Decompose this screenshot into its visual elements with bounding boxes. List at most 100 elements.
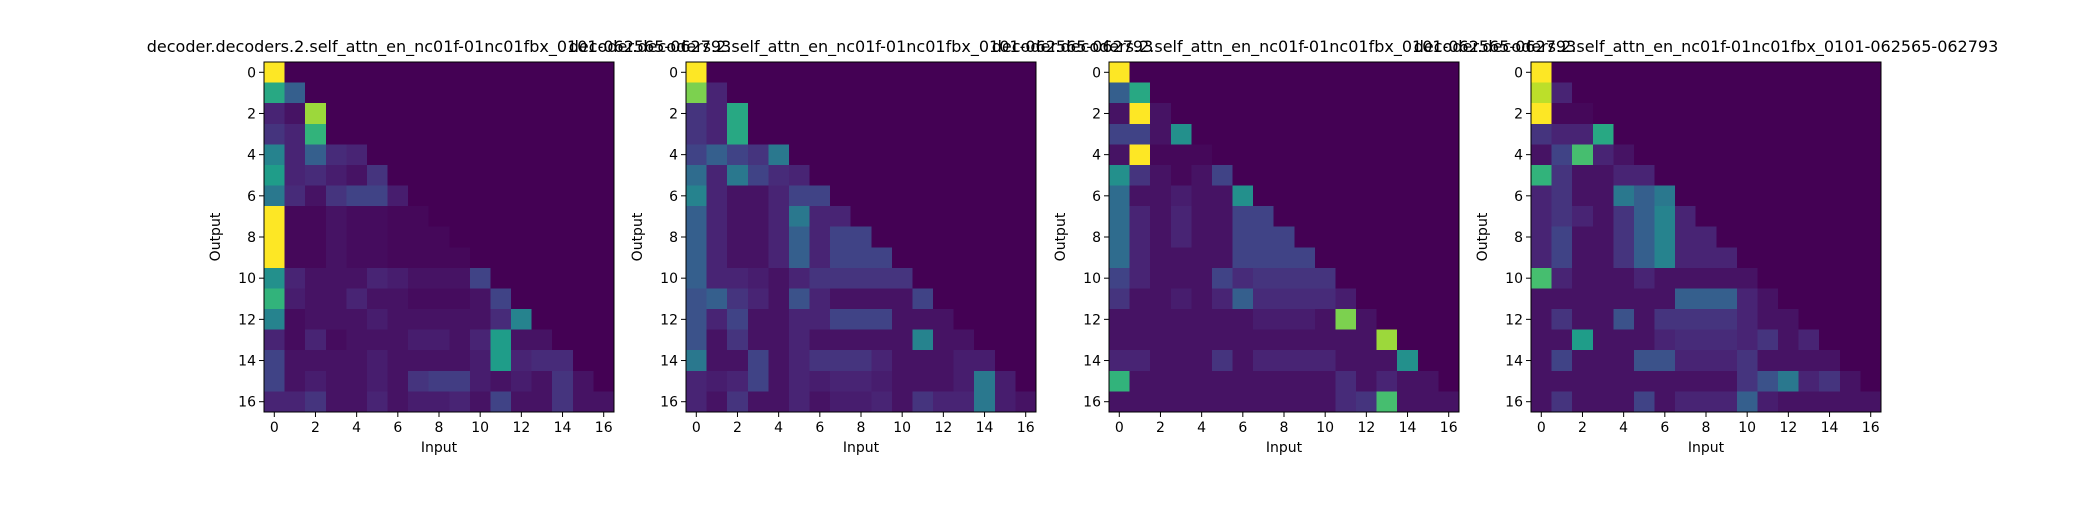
heatmap-cell xyxy=(572,164,595,187)
heatmap-cell xyxy=(974,185,996,207)
heatmap-cell xyxy=(974,329,996,351)
heatmap-cell xyxy=(953,226,975,248)
heatmap-cell xyxy=(1860,370,1882,393)
heatmap-cell xyxy=(284,267,306,290)
heatmap-cell xyxy=(1572,247,1594,269)
heatmap-cell xyxy=(511,206,533,228)
heatmap-cell xyxy=(531,391,553,413)
x-tick-label: 4 xyxy=(352,420,361,436)
heatmap-cell xyxy=(727,391,749,413)
heatmap-cell xyxy=(572,370,595,393)
heatmap-cell xyxy=(1397,288,1419,310)
heatmap-cell xyxy=(788,370,811,393)
heatmap-cell xyxy=(1531,103,1553,125)
heatmap-cell xyxy=(1015,288,1037,310)
heatmap-cell xyxy=(1613,185,1635,207)
y-tick-label: 4 xyxy=(247,148,256,164)
heatmap-cell xyxy=(572,123,595,145)
x-tick-label: 10 xyxy=(471,420,489,436)
heatmap-cell xyxy=(1109,329,1131,351)
heatmap-cell xyxy=(1531,62,1553,84)
heatmap-cell xyxy=(686,226,708,248)
heatmap-cell xyxy=(1716,267,1738,290)
heatmap-cell xyxy=(1860,247,1882,269)
heatmap-cell xyxy=(1232,164,1254,187)
heatmap-cell xyxy=(346,123,368,145)
heatmap-cell xyxy=(871,164,893,187)
heatmap-cell xyxy=(1129,62,1151,84)
heatmap-cell xyxy=(1273,309,1295,331)
heatmap-cell xyxy=(912,185,934,207)
heatmap-cell xyxy=(572,82,595,104)
heatmap-cell xyxy=(1109,226,1131,248)
heatmap-cell xyxy=(469,309,492,331)
heatmap-cell xyxy=(706,206,728,228)
heatmap-cell xyxy=(809,144,831,166)
heatmap-cell xyxy=(809,370,831,393)
heatmap-cell xyxy=(933,185,955,207)
heatmap-cell xyxy=(809,185,831,207)
heatmap-cell xyxy=(490,309,512,331)
heatmap-panel-2: 0 2 4 6 8 10 12 14 16 0 2 4 6 8 10 12 14 16 Input Output dec… xyxy=(569,37,1154,456)
heatmap-cell xyxy=(933,247,955,269)
heatmap-cell xyxy=(1438,82,1460,104)
heatmap-cell xyxy=(891,288,914,310)
heatmap-cells xyxy=(264,62,615,413)
heatmap-cell xyxy=(1654,370,1676,393)
heatmap-cell xyxy=(1798,103,1820,125)
heatmap-cell xyxy=(912,288,934,310)
heatmap-cell xyxy=(1438,350,1460,372)
x-tick-label: 8 xyxy=(435,420,444,436)
heatmap-cell xyxy=(449,82,471,104)
heatmap-cell xyxy=(366,288,389,310)
heatmap-cell xyxy=(1592,103,1614,125)
heatmap-cell xyxy=(1716,247,1738,269)
heatmap-cell xyxy=(469,164,492,187)
heatmap-cell xyxy=(305,123,327,145)
heatmap-cell xyxy=(706,329,728,351)
heatmap-cell xyxy=(1211,62,1234,84)
heatmap-cell xyxy=(994,370,1017,393)
heatmap-cell xyxy=(1798,62,1820,84)
heatmap-cell xyxy=(994,82,1017,104)
heatmap-cell xyxy=(850,62,872,84)
heatmap-cell xyxy=(747,82,769,104)
heatmap-cell xyxy=(305,62,327,84)
heatmap-cell xyxy=(706,309,728,331)
heatmap-cell xyxy=(953,267,975,290)
heatmap-cell xyxy=(593,267,615,290)
heatmap-cell xyxy=(974,164,996,187)
x-tick-label: 12 xyxy=(512,420,530,436)
heatmap-cell xyxy=(1592,370,1614,393)
heatmap-cell xyxy=(1253,206,1275,228)
heatmap-cell xyxy=(408,288,430,310)
heatmap-cell xyxy=(1109,267,1131,290)
heatmap-cell xyxy=(1417,391,1440,413)
heatmap-cell xyxy=(428,164,450,187)
heatmap-cell xyxy=(1314,267,1337,290)
heatmap-cell xyxy=(850,226,872,248)
y-tick-label: 12 xyxy=(238,312,256,328)
heatmap-cell xyxy=(1778,267,1800,290)
heatmap-cell xyxy=(686,391,708,413)
heatmap-cell xyxy=(511,144,533,166)
heatmap-cell xyxy=(1757,267,1779,290)
heatmap-cell xyxy=(552,82,574,104)
heatmap-cell xyxy=(531,62,553,84)
heatmap-cell xyxy=(1109,185,1131,207)
heatmap-cell xyxy=(449,350,471,372)
heatmap-cell xyxy=(1819,288,1841,310)
heatmap-cell xyxy=(974,62,996,84)
heatmap-cell xyxy=(994,309,1017,331)
heatmap-cell xyxy=(747,206,769,228)
heatmap-cell xyxy=(933,206,955,228)
heatmap-cell xyxy=(1129,391,1151,413)
y-tick-label: 14 xyxy=(660,354,678,370)
heatmap-cell xyxy=(1356,164,1378,187)
heatmap-cell xyxy=(1397,123,1419,145)
heatmap-cell xyxy=(325,103,347,125)
heatmap-cell xyxy=(788,267,811,290)
heatmap-cell xyxy=(850,288,872,310)
heatmap-cell xyxy=(1335,164,1357,187)
heatmap-cell xyxy=(1798,370,1820,393)
